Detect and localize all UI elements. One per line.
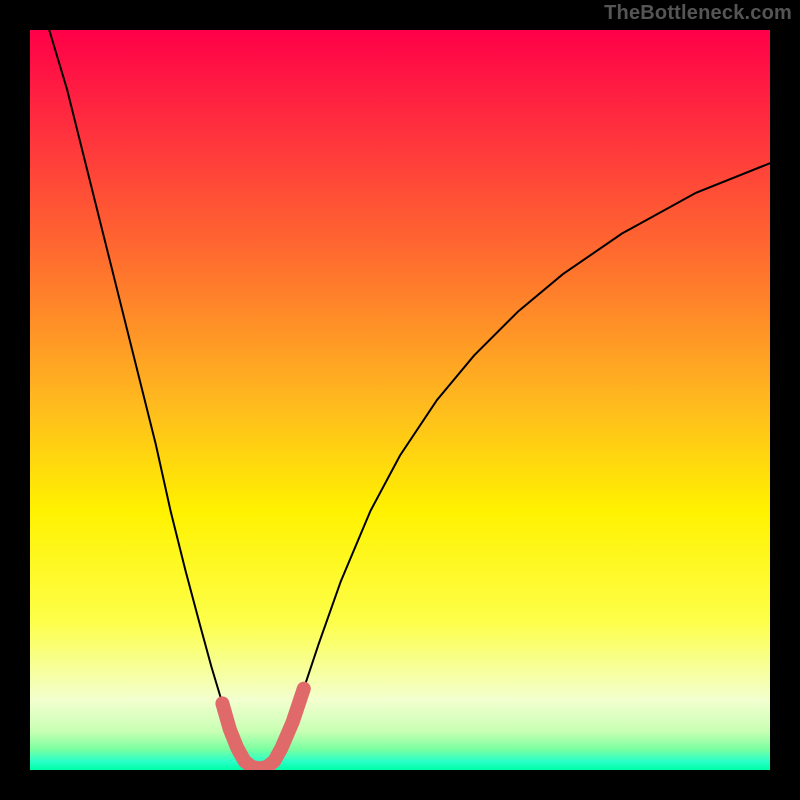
chart-svg <box>30 30 770 770</box>
attribution-text: TheBottleneck.com <box>604 2 792 25</box>
chart-frame: TheBottleneck.com <box>0 0 800 800</box>
gradient-background <box>30 30 770 770</box>
plot-area <box>30 30 770 770</box>
